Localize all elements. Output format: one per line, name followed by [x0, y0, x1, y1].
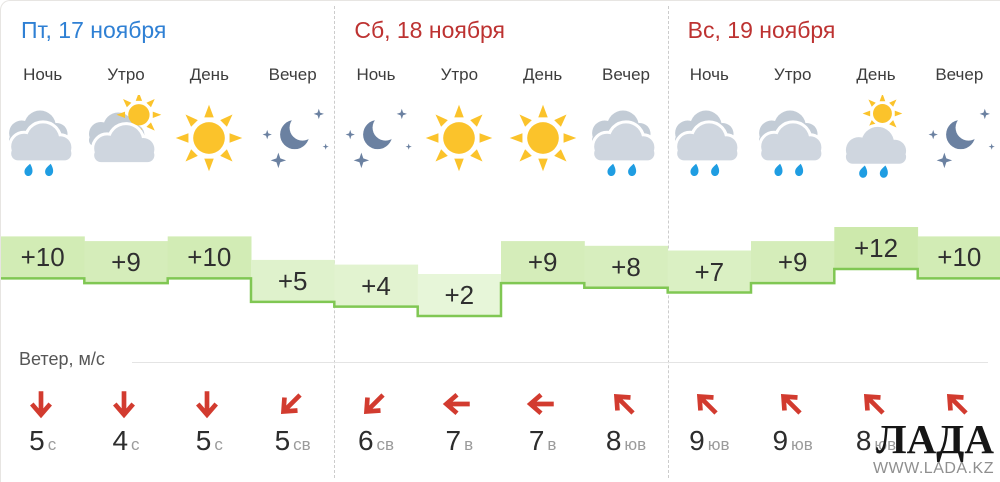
period-label: Вечер [602, 65, 650, 84]
weather-icon-rain [750, 95, 836, 181]
wind-direction: с [47, 435, 57, 454]
wind-direction-arrow-icon [524, 387, 558, 421]
weather-icon-sun [416, 95, 502, 181]
wind-value: 8 юв [578, 425, 674, 457]
period-label: Утро [773, 65, 812, 84]
wind-direction: в [464, 435, 474, 454]
period-label: Ночь [23, 65, 63, 84]
period-label: Утро [107, 65, 145, 84]
weather-icon-rain [0, 95, 86, 181]
temperature-value: +2 [444, 280, 475, 310]
temperature-value: +9 [527, 247, 558, 278]
wind-value: 5 св [245, 425, 341, 457]
period-label: Ночь [689, 65, 729, 84]
wind-direction-arrow-icon [440, 387, 474, 421]
wind-value: 6 св [328, 425, 424, 457]
wind-direction: с [214, 435, 223, 454]
wind-direction-arrow-icon [350, 380, 398, 428]
wind-direction: юв [874, 435, 897, 454]
wind-direction-arrow-icon [107, 387, 141, 421]
wind-speed: 5 [29, 425, 45, 456]
temperature-value: +10 [937, 242, 982, 273]
wind-speed: 7 [445, 425, 462, 456]
wind-direction: юв [624, 435, 647, 454]
wind-speed: 5 [195, 425, 212, 456]
wind-speed: 8 [605, 425, 622, 456]
wind-speed: 5 [274, 425, 291, 456]
weather-icon-sun-cloud-rain [833, 95, 919, 181]
watermark-url-link[interactable]: WWW.LADA.KZ [872, 460, 994, 477]
weather-icon-moon-stars [250, 95, 336, 181]
period-label: День [189, 65, 229, 84]
temperature-value: +8 [611, 251, 641, 282]
wind-speed: 9 [689, 425, 705, 456]
wind-direction: в [547, 435, 557, 454]
wind-direction: юв [707, 435, 730, 454]
wind-section-label: Ветер, м/с [19, 349, 105, 369]
day-title[interactable]: Вс, 19 ноября [687, 17, 836, 43]
weather-icon-moon-stars [916, 95, 1000, 181]
wind-value: 9 юв [745, 425, 841, 457]
period-label: Ночь [356, 65, 396, 84]
weather-icon-sun [500, 95, 586, 181]
temperature-value: +12 [853, 233, 899, 263]
weather-icon-moon-stars [333, 95, 419, 181]
period-label: Вечер [268, 65, 317, 84]
day-title[interactable]: Сб, 18 ноября [354, 17, 505, 43]
wind-value: 9 юв [661, 425, 757, 457]
weather-icon-sun-cloud [83, 95, 169, 181]
period-label: Утро [440, 65, 479, 84]
temperature-value: +10 [187, 242, 232, 273]
temperature-value: +5 [277, 265, 308, 296]
wind-speed: 6 [357, 425, 374, 456]
wind-direction-arrow-icon [683, 380, 731, 428]
wind-direction-arrow-icon [190, 387, 224, 421]
wind-direction: с [131, 435, 140, 454]
day-separator [334, 6, 335, 478]
temperature-value: +7 [694, 256, 725, 287]
temperature-value: +10 [20, 242, 65, 273]
period-label: День [523, 65, 563, 84]
wind-speed: 8 [855, 425, 872, 456]
wind-speed: 7 [528, 425, 545, 456]
day-title[interactable]: Пт, 17 ноября [21, 17, 167, 43]
wind-direction: св [376, 435, 395, 454]
wind-direction-arrow-icon [24, 387, 58, 421]
period-label: День [856, 65, 896, 84]
day-separator [668, 6, 669, 478]
weather-icon-rain [583, 95, 669, 181]
weather-icon-rain [666, 95, 752, 181]
wind-speed: 4 [112, 425, 129, 456]
wind-direction: юв [791, 435, 813, 454]
watermark: ЛАДА WWW.LADA.KZ [794, 419, 994, 478]
wind-direction-arrow-icon [600, 380, 648, 428]
wind-divider-line [132, 362, 988, 363]
wind-value: 8 юв [828, 425, 924, 457]
temperature-value: +4 [361, 270, 391, 301]
temperature-value: +9 [777, 247, 808, 278]
wind-direction-arrow-icon [267, 380, 315, 428]
wind-speed: 9 [772, 425, 789, 456]
watermark-logo: ЛАДА [876, 416, 994, 462]
wind-direction: св [293, 435, 311, 454]
period-label: Вечер [935, 65, 984, 84]
temperature-value: +9 [111, 247, 141, 278]
weather-icon-sun [166, 95, 252, 181]
